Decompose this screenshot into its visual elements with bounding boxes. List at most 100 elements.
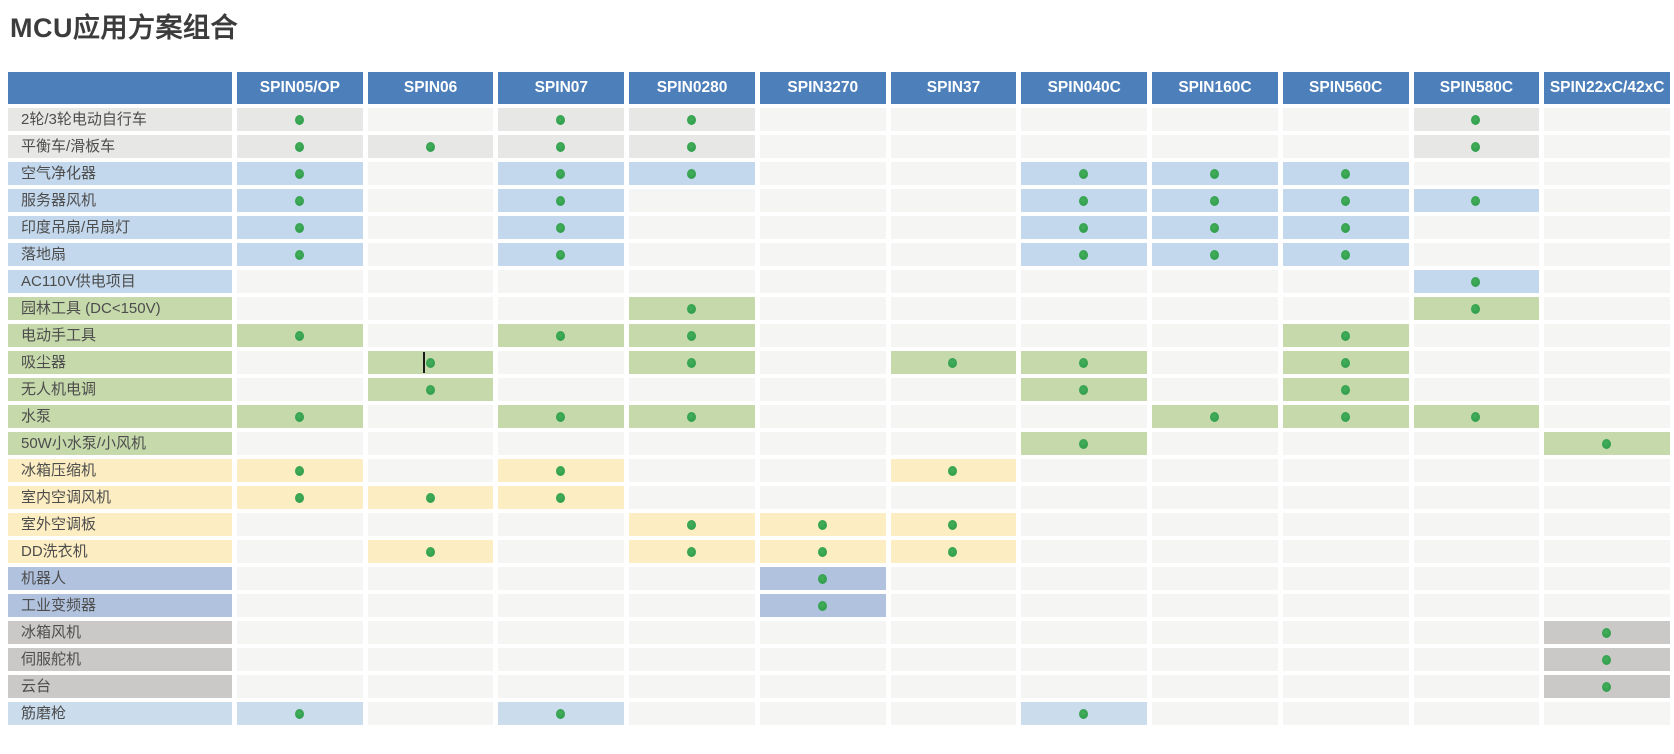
matrix-cell [498,621,625,644]
support-dot-icon [1209,249,1219,260]
matrix-cell-supported [1152,243,1278,266]
support-dot-icon [1340,330,1350,341]
support-dot-icon [1340,195,1350,206]
matrix-cell-supported [890,513,1017,536]
support-dot-icon [1340,384,1350,395]
matrix-cell [367,702,494,725]
matrix-cell [1021,648,1148,671]
matrix-cell-supported [367,378,494,401]
support-dot-icon [425,492,435,503]
matrix-cell [1152,513,1278,536]
matrix-cell-supported [498,162,625,185]
matrix-cell-supported [237,459,363,482]
matrix-cell [1152,594,1278,617]
matrix-cell [498,432,625,455]
matrix-cell [1282,297,1409,320]
matrix-cell [1544,108,1670,131]
matrix-cell [759,486,886,509]
matrix-cell-supported [498,324,625,347]
column-header-spin040c: SPIN040C [1021,72,1148,104]
matrix-cell [759,648,886,671]
matrix-cell [890,324,1017,347]
matrix-cell-supported [1021,216,1148,239]
matrix-cell [1544,270,1670,293]
matrix-cell [1152,486,1278,509]
support-dot-icon [1079,708,1089,719]
support-dot-icon [687,168,697,179]
matrix-cell [890,675,1017,698]
row-label: 室内空调风机 [8,486,232,509]
column-header-spin37: SPIN37 [890,72,1017,104]
matrix-cell-supported [1544,432,1670,455]
support-dot-icon [1079,438,1089,449]
matrix-cell [367,594,494,617]
column-header-spin160c: SPIN160C [1152,72,1278,104]
matrix-cell [629,243,755,266]
matrix-cell-supported [1282,162,1409,185]
matrix-cell-supported [1021,243,1148,266]
matrix-cell-supported [1413,189,1540,212]
matrix-cell [890,486,1017,509]
matrix-cell [759,351,886,374]
matrix-cell-supported [498,135,625,158]
matrix-cell [1544,162,1670,185]
matrix-cell [890,108,1017,131]
matrix-cell [1282,135,1409,158]
column-header-spin3270: SPIN3270 [759,72,886,104]
matrix-cell [629,459,755,482]
matrix-cell [759,216,886,239]
row-label: 园林工具 (DC<150V) [8,297,232,320]
matrix-cell [1021,135,1148,158]
support-dot-icon [1471,114,1481,125]
support-dot-icon [1340,222,1350,233]
row-label: 吸尘器 [8,351,232,374]
matrix-cell [1413,351,1540,374]
matrix-cell [1282,486,1409,509]
support-dot-icon [1471,195,1481,206]
matrix-cell [890,567,1017,590]
matrix-cell-supported [237,216,363,239]
support-dot-icon [1602,681,1612,692]
matrix-cell-supported [1021,702,1148,725]
matrix-cell-supported [1021,378,1148,401]
matrix-cell [1413,513,1540,536]
support-dot-icon [294,141,304,152]
matrix-cell [759,378,886,401]
support-dot-icon [294,222,304,233]
matrix-cell [237,567,363,590]
matrix-cell [629,270,755,293]
matrix-cell-supported [237,108,363,131]
matrix-cell-supported [1413,270,1540,293]
support-dot-icon [687,303,697,314]
matrix-cell-supported [237,486,363,509]
matrix-cell-supported [890,540,1017,563]
matrix-cell [237,297,363,320]
support-dot-icon [687,114,697,125]
matrix-cell [1544,297,1670,320]
matrix-cell [1021,675,1148,698]
matrix-cell [1413,162,1540,185]
matrix-cell [1413,216,1540,239]
support-dot-icon [948,546,958,557]
matrix-cell [759,621,886,644]
matrix-cell-supported [890,351,1017,374]
row-label: DD洗衣机 [8,540,232,563]
matrix-cell [237,513,363,536]
matrix-cell-supported [1282,216,1409,239]
matrix-cell [1152,459,1278,482]
matrix-cell [1152,324,1278,347]
matrix-cell-supported [1282,243,1409,266]
support-dot-icon [948,519,958,530]
support-dot-icon [1079,195,1089,206]
support-dot-icon [1209,222,1219,233]
matrix-cell [498,351,625,374]
support-dot-icon [556,492,566,503]
matrix-cell [1021,270,1148,293]
column-header-spin22xc-42xc: SPIN22xC/42xC [1544,72,1670,104]
matrix-cell [498,567,625,590]
matrix-cell [1152,135,1278,158]
support-dot-icon [817,546,827,557]
matrix-cell-supported [367,351,494,374]
support-dot-icon [1602,627,1612,638]
